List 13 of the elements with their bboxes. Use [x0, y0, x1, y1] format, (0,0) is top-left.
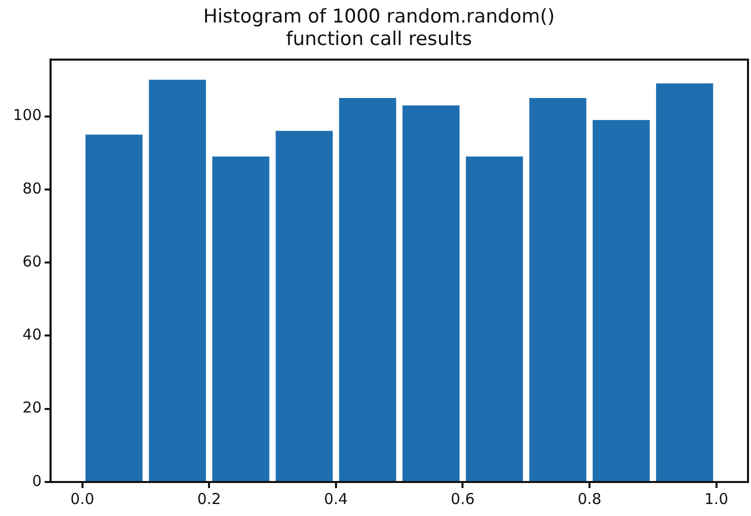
y-tick-label: 40	[22, 326, 42, 344]
chart-title: Histogram of 1000 random.random() function call results	[203, 5, 555, 50]
x-tick-label: 0.8	[578, 490, 602, 508]
x-tick-label: 1.0	[704, 490, 728, 508]
y-tick-label: 60	[22, 252, 42, 270]
x-tick-label: 0.6	[450, 490, 475, 508]
y-tick-label: 100	[12, 106, 42, 124]
x-tick-label: 0.0	[70, 490, 94, 508]
x-tick-label: 0.2	[197, 490, 222, 508]
x-tick-label: 0.4	[324, 490, 348, 508]
y-tick-label: 20	[22, 398, 42, 417]
y-tick-label: 0	[32, 472, 42, 490]
y-tick-label: 80	[22, 179, 42, 198]
